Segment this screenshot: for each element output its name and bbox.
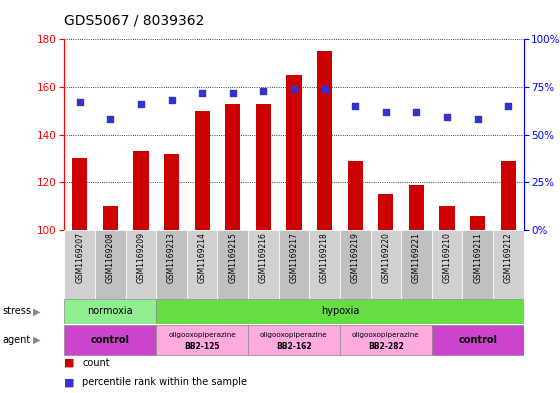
Text: GSM1169209: GSM1169209 xyxy=(137,232,146,283)
Bar xyxy=(225,104,240,230)
Bar xyxy=(317,51,332,230)
Text: GSM1169216: GSM1169216 xyxy=(259,232,268,283)
Bar xyxy=(95,230,125,299)
Point xyxy=(167,97,176,103)
Bar xyxy=(156,230,187,299)
Text: GSM1169210: GSM1169210 xyxy=(442,232,451,283)
Text: GSM1169207: GSM1169207 xyxy=(75,232,84,283)
Point xyxy=(473,116,482,123)
Bar xyxy=(164,154,179,230)
Text: BB2-162: BB2-162 xyxy=(276,342,312,351)
Text: GSM1169217: GSM1169217 xyxy=(290,232,298,283)
Text: GSM1169218: GSM1169218 xyxy=(320,232,329,283)
Bar xyxy=(340,230,371,299)
Text: ■: ■ xyxy=(64,358,75,367)
Bar xyxy=(64,299,156,324)
Point xyxy=(381,108,390,115)
Text: GSM1169212: GSM1169212 xyxy=(504,232,513,283)
Text: GSM1169220: GSM1169220 xyxy=(381,232,390,283)
Text: hypoxia: hypoxia xyxy=(321,307,359,316)
Text: BB2-282: BB2-282 xyxy=(368,342,404,351)
Text: GSM1169219: GSM1169219 xyxy=(351,232,360,283)
Bar xyxy=(371,230,401,299)
Bar xyxy=(248,325,340,355)
Text: GDS5067 / 8039362: GDS5067 / 8039362 xyxy=(64,14,205,28)
Point xyxy=(106,116,115,123)
Text: stress: stress xyxy=(3,307,32,316)
Point xyxy=(412,108,421,115)
Bar xyxy=(432,230,463,299)
Point xyxy=(137,101,146,107)
Text: percentile rank within the sample: percentile rank within the sample xyxy=(82,377,248,387)
Bar xyxy=(440,206,455,230)
Text: control: control xyxy=(91,335,130,345)
Bar xyxy=(133,151,148,230)
Bar xyxy=(194,111,210,230)
Point xyxy=(198,90,207,96)
Text: ▶: ▶ xyxy=(32,335,40,345)
Bar xyxy=(401,230,432,299)
Bar xyxy=(309,230,340,299)
Text: oligooxopiperazine: oligooxopiperazine xyxy=(352,332,419,338)
Text: BB2-125: BB2-125 xyxy=(184,342,220,351)
Text: normoxia: normoxia xyxy=(87,307,133,316)
Point xyxy=(228,90,237,96)
Bar xyxy=(102,206,118,230)
Bar xyxy=(156,325,248,355)
Bar xyxy=(409,185,424,230)
Bar xyxy=(493,230,524,299)
Bar xyxy=(256,104,271,230)
Bar xyxy=(217,230,248,299)
Bar xyxy=(187,230,217,299)
Text: count: count xyxy=(82,358,110,367)
Point xyxy=(259,88,268,94)
Bar xyxy=(463,230,493,299)
Bar xyxy=(378,194,394,230)
Text: GSM1169221: GSM1169221 xyxy=(412,232,421,283)
Text: GSM1169215: GSM1169215 xyxy=(228,232,237,283)
Text: control: control xyxy=(458,335,497,345)
Bar xyxy=(64,230,95,299)
Point xyxy=(504,103,513,109)
Bar xyxy=(432,325,524,355)
Bar xyxy=(156,299,524,324)
Point xyxy=(290,86,298,92)
Text: agent: agent xyxy=(3,335,31,345)
Bar xyxy=(279,230,309,299)
Bar xyxy=(64,325,156,355)
Bar xyxy=(348,161,363,230)
Bar xyxy=(125,230,156,299)
Point xyxy=(320,86,329,92)
Bar xyxy=(72,158,87,230)
Bar xyxy=(286,75,302,230)
Bar xyxy=(340,325,432,355)
Bar xyxy=(501,161,516,230)
Text: oligooxopiperazine: oligooxopiperazine xyxy=(169,332,236,338)
Text: ■: ■ xyxy=(64,377,75,387)
Text: GSM1169213: GSM1169213 xyxy=(167,232,176,283)
Text: GSM1169211: GSM1169211 xyxy=(473,232,482,283)
Bar xyxy=(470,216,486,230)
Text: oligooxopiperazine: oligooxopiperazine xyxy=(260,332,328,338)
Point xyxy=(75,99,84,105)
Point xyxy=(351,103,360,109)
Text: ▶: ▶ xyxy=(32,307,40,316)
Text: GSM1169214: GSM1169214 xyxy=(198,232,207,283)
Text: GSM1169208: GSM1169208 xyxy=(106,232,115,283)
Bar xyxy=(248,230,279,299)
Point xyxy=(442,114,451,121)
